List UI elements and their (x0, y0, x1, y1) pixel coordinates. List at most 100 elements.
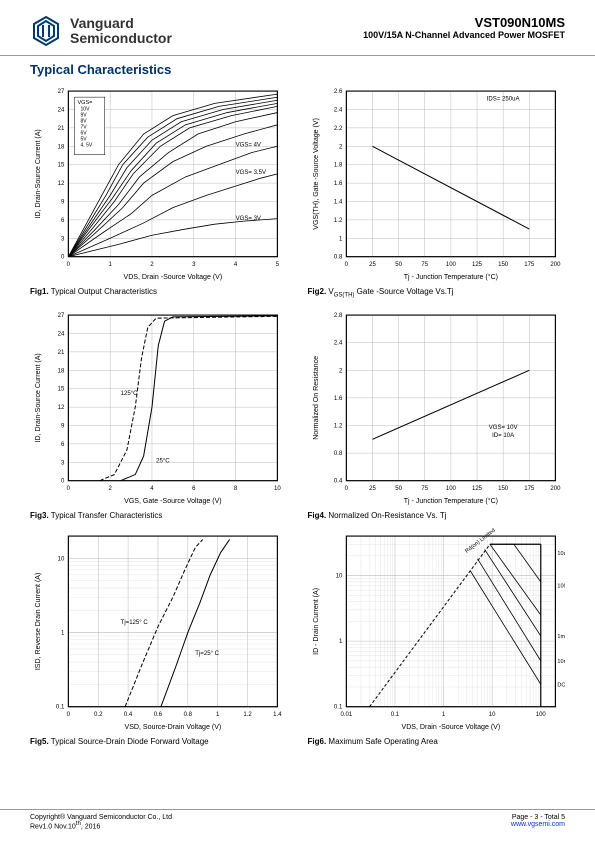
svg-text:4. 5V: 4. 5V (80, 143, 92, 149)
svg-text:ID, Drain-Source Current (A): ID, Drain-Source Current (A) (35, 129, 42, 218)
svg-text:75: 75 (421, 485, 428, 491)
fig1-chart: 0123450369121518212427VDS, Drain -Source… (30, 83, 288, 285)
svg-text:2.6: 2.6 (333, 89, 342, 95)
svg-text:1.2: 1.2 (333, 218, 342, 224)
svg-text:2.4: 2.4 (333, 340, 342, 346)
footer-left: Copyright® Vanguard Semiconductor Co., L… (30, 814, 172, 830)
svg-text:1mS: 1mS (557, 633, 565, 639)
svg-text:175: 175 (524, 485, 535, 491)
section-title: Typical Characteristics (0, 56, 595, 83)
svg-text:27: 27 (58, 89, 65, 95)
svg-text:1: 1 (338, 639, 342, 645)
svg-text:24: 24 (58, 107, 65, 113)
fig4-caption: Fig4. Normalized On-Resistance Vs. Tj (308, 511, 566, 520)
svg-text:1.4: 1.4 (333, 199, 342, 205)
svg-text:1: 1 (61, 630, 65, 636)
svg-text:0: 0 (67, 711, 71, 717)
svg-text:100uS: 100uS (557, 583, 565, 589)
svg-text:VSD, Source-Drain Voltage (V): VSD, Source-Drain Voltage (V) (125, 723, 222, 730)
svg-text:2.8: 2.8 (333, 313, 342, 319)
svg-text:0.8: 0.8 (333, 255, 342, 261)
svg-text:25°C: 25°C (156, 458, 170, 464)
company-name: Vanguard Semiconductor (70, 16, 172, 47)
svg-text:1.6: 1.6 (333, 181, 342, 187)
part-number: VST090N10MS (363, 15, 565, 30)
company-logo-icon (30, 15, 62, 47)
svg-text:3: 3 (61, 460, 65, 466)
svg-text:1: 1 (216, 711, 220, 717)
fig5-caption: Fig5. Typical Source-Drain Diode Forward… (30, 737, 288, 746)
fig5-block: 00.20.40.60.811.21.40.1110VSD, Source-Dr… (30, 528, 288, 746)
svg-text:12: 12 (58, 181, 65, 187)
svg-text:15: 15 (58, 163, 65, 169)
fig5-chart: 00.20.40.60.811.21.40.1110VSD, Source-Dr… (30, 528, 288, 735)
svg-text:Tj=125° C: Tj=125° C (121, 620, 149, 626)
svg-text:150: 150 (498, 485, 509, 491)
svg-text:Normalized On Resistance: Normalized On Resistance (313, 355, 320, 439)
svg-text:0: 0 (67, 262, 71, 268)
svg-text:50: 50 (395, 485, 402, 491)
fig2-chart: 02550751001251501752000.811.21.41.61.822… (308, 83, 566, 285)
svg-text:100: 100 (535, 711, 546, 717)
svg-text:0.4: 0.4 (124, 711, 133, 717)
svg-text:12: 12 (58, 405, 65, 411)
svg-text:75: 75 (421, 262, 428, 268)
svg-text:2: 2 (338, 368, 342, 374)
svg-text:3: 3 (61, 236, 65, 242)
svg-text:200: 200 (550, 485, 561, 491)
svg-text:21: 21 (58, 349, 65, 355)
fig3-block: 02468100369121518212427VGS, Gate -Source… (30, 307, 288, 520)
fig2-caption: Fig2. VGS(TH) Gate -Source Voltage Vs.Tj (308, 287, 566, 299)
part-description: 100V/15A N-Channel Advanced Power MOSFET (363, 30, 565, 40)
svg-text:2: 2 (150, 262, 154, 268)
charts-grid: 0123450369121518212427VDS, Drain -Source… (0, 83, 595, 746)
svg-text:18: 18 (58, 144, 65, 150)
svg-text:IDS= 250uA: IDS= 250uA (486, 96, 520, 102)
page-number: Page - 3 - Total 5 (511, 814, 565, 821)
svg-text:25: 25 (369, 262, 376, 268)
svg-text:DC: DC (557, 682, 565, 688)
revision: Rev1.0 Nov.10th, 2016 (30, 821, 172, 830)
svg-text:1: 1 (338, 236, 342, 242)
svg-text:10: 10 (488, 711, 495, 717)
copyright: Copyright® Vanguard Semiconductor Co., L… (30, 814, 172, 821)
svg-text:VGS= 10V: VGS= 10V (488, 424, 517, 430)
svg-text:0.4: 0.4 (333, 478, 342, 484)
svg-text:0: 0 (67, 485, 71, 491)
svg-text:0.1: 0.1 (390, 711, 399, 717)
svg-text:18: 18 (58, 368, 65, 374)
svg-text:6: 6 (61, 218, 65, 224)
svg-text:8: 8 (234, 485, 238, 491)
website-link[interactable]: www.vgsemi.com (511, 821, 565, 828)
svg-text:150: 150 (498, 262, 509, 268)
svg-text:0.2: 0.2 (94, 711, 103, 717)
svg-text:4: 4 (150, 485, 154, 491)
svg-text:4: 4 (234, 262, 238, 268)
svg-text:10uS: 10uS (557, 551, 565, 557)
company-line1: Vanguard (70, 16, 172, 31)
svg-text:0.8: 0.8 (333, 451, 342, 457)
svg-text:VGS= 3.5V: VGS= 3.5V (236, 170, 266, 176)
fig4-chart: 02550751001251501752000.40.81.21.622.42.… (308, 307, 566, 509)
svg-text:6: 6 (192, 485, 196, 491)
svg-text:0: 0 (61, 478, 65, 484)
svg-text:0.1: 0.1 (333, 704, 342, 710)
svg-text:1.2: 1.2 (333, 423, 342, 429)
logo-area: Vanguard Semiconductor (30, 15, 172, 47)
svg-text:10: 10 (335, 573, 342, 579)
svg-text:0: 0 (344, 485, 348, 491)
svg-text:VGS(TH), Gate -Source Voltage: VGS(TH), Gate -Source Voltage (V) (313, 118, 320, 230)
svg-text:9: 9 (61, 199, 65, 205)
svg-text:6: 6 (61, 441, 65, 447)
svg-text:10mS: 10mS (557, 658, 565, 664)
fig3-caption: Fig3. Typical Transfer Characteristics (30, 511, 288, 520)
svg-text:0: 0 (61, 255, 65, 261)
svg-text:0.8: 0.8 (184, 711, 193, 717)
fig1-caption: Fig1. Typical Output Characteristics (30, 287, 288, 296)
fig2-block: 02550751001251501752000.811.21.41.61.822… (308, 83, 566, 299)
svg-text:10: 10 (274, 485, 281, 491)
svg-text:2.2: 2.2 (333, 126, 342, 132)
svg-text:VGS, Gate -Source Voltage (V): VGS, Gate -Source Voltage (V) (124, 497, 222, 504)
svg-text:100: 100 (445, 485, 456, 491)
svg-text:1.4: 1.4 (273, 711, 282, 717)
